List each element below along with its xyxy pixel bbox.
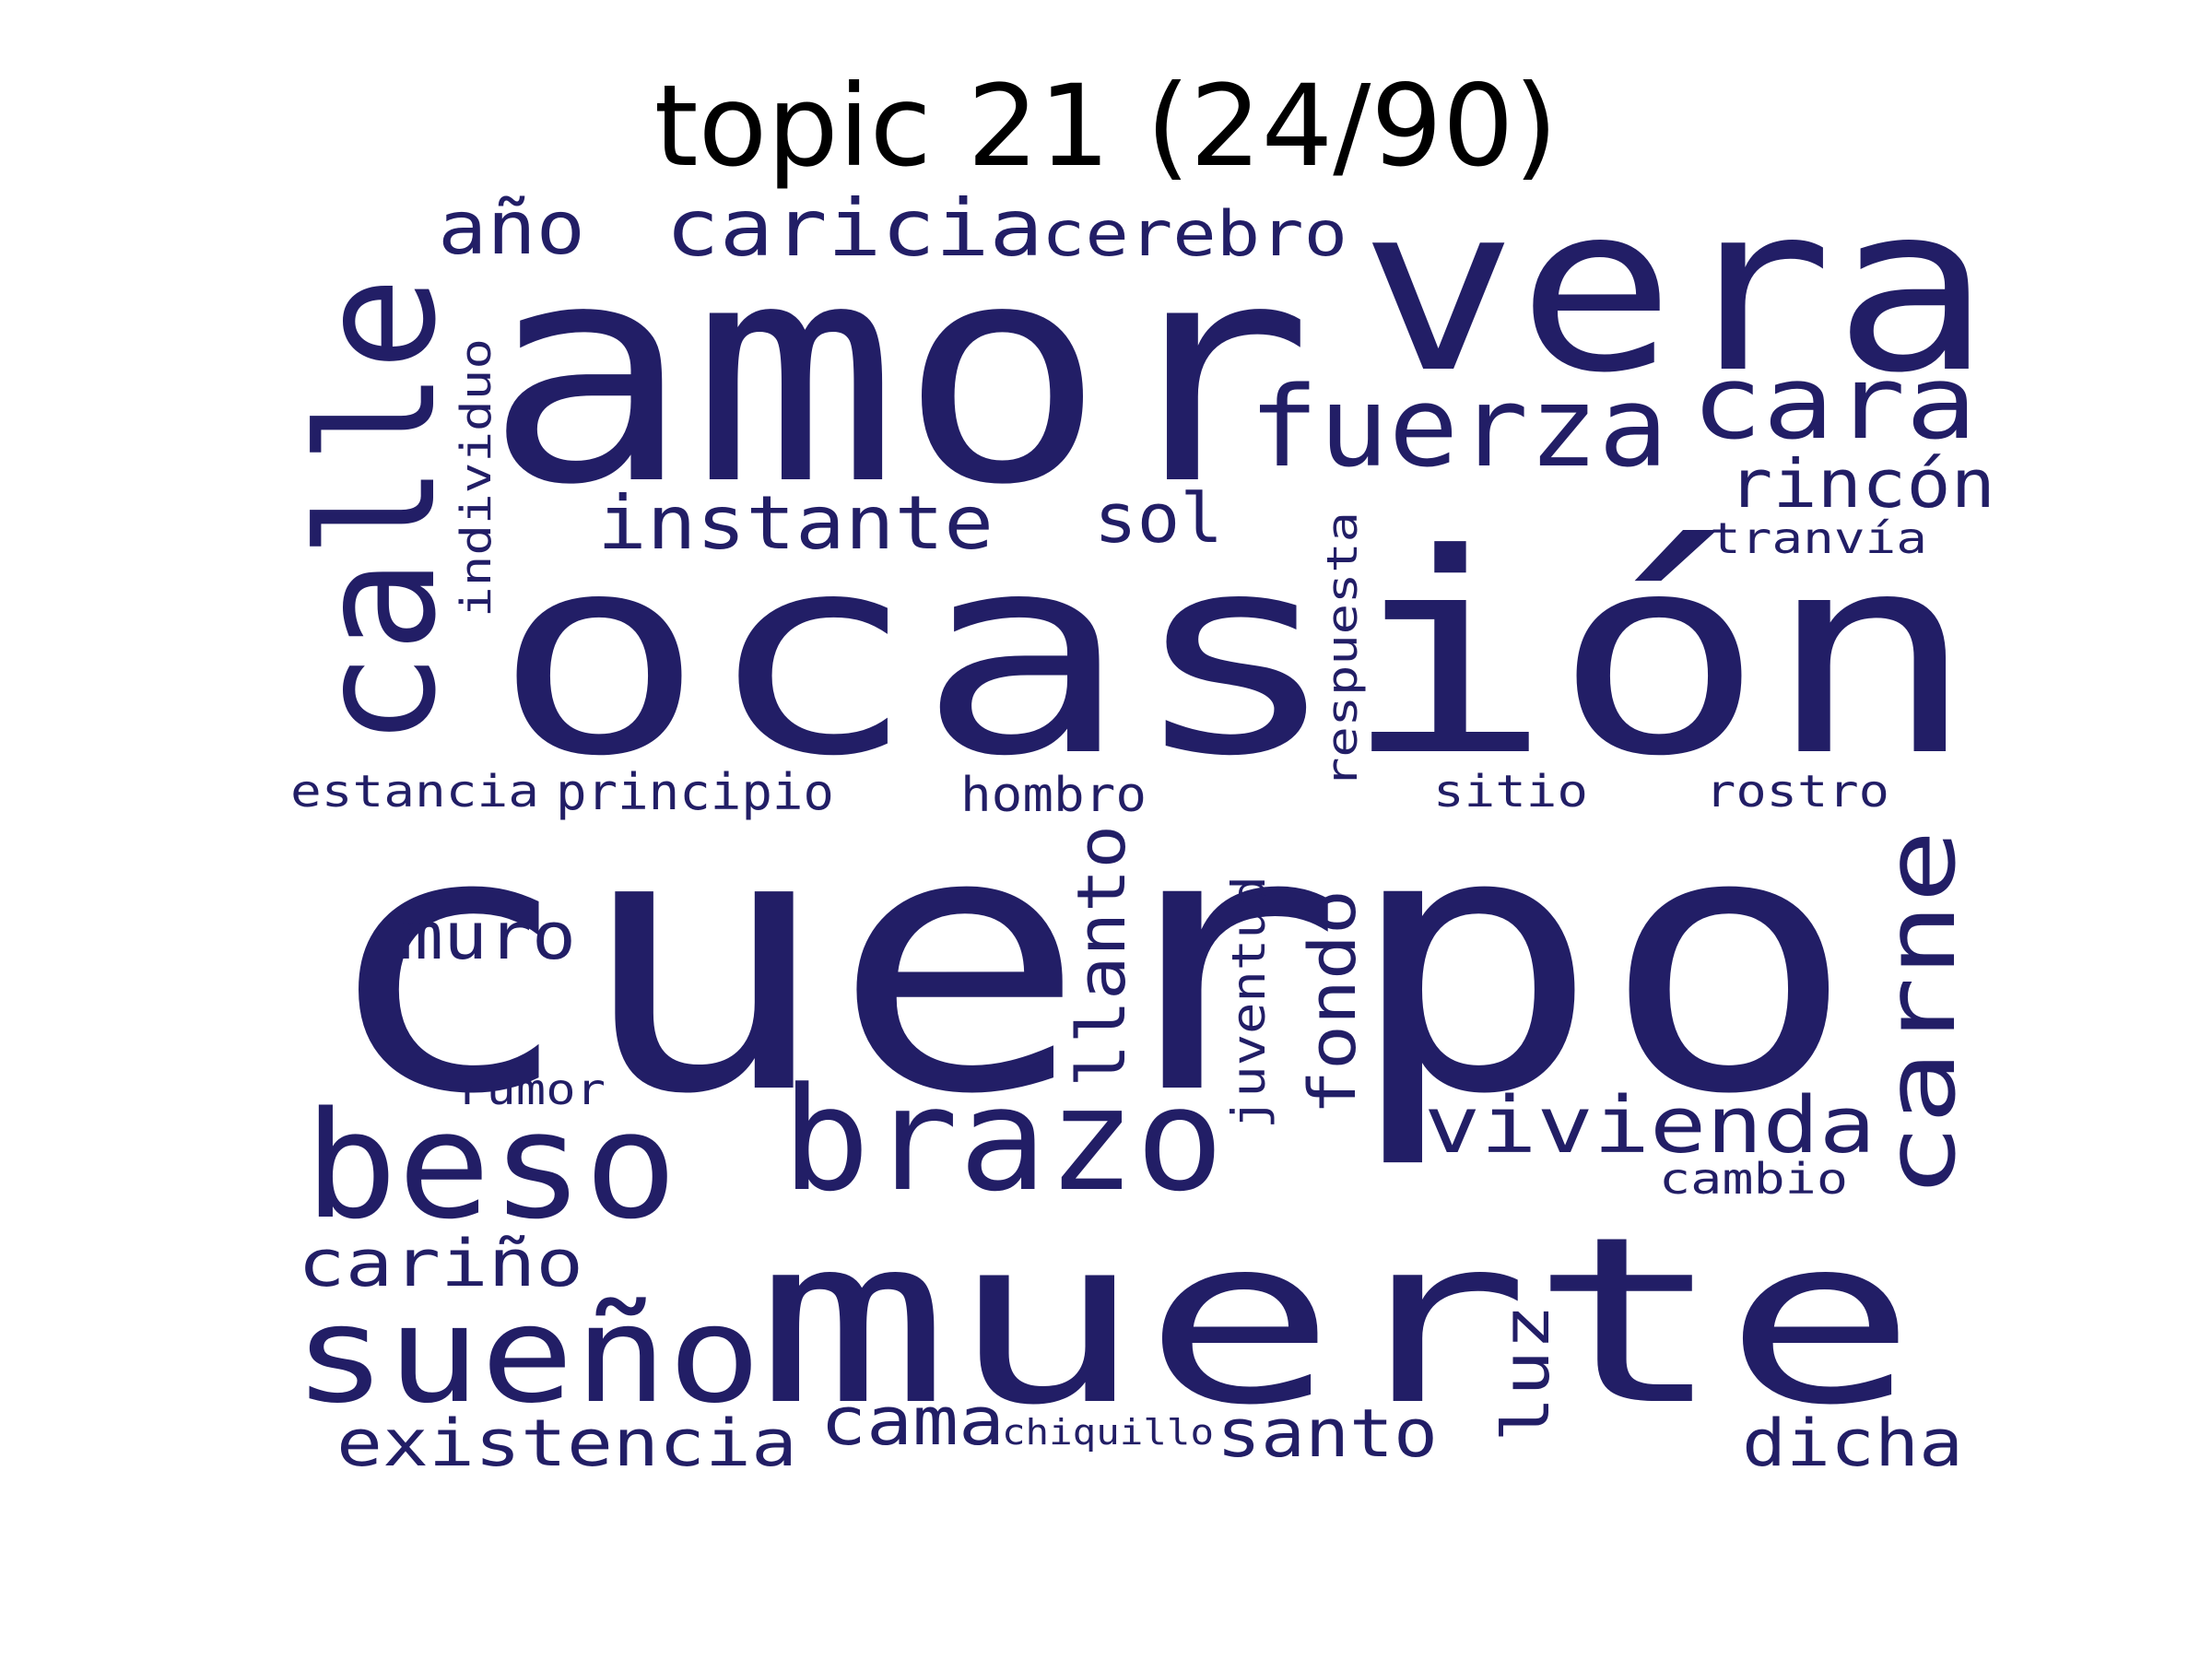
word-llanto: llanto [1063,825,1140,1088]
word-estancia: estancia [290,766,539,818]
word-rostro: rostro [1705,766,1889,818]
chart-title: topic 21 (24/90) [653,61,1559,192]
word-sueno: sueño [293,1277,761,1433]
word-juventud: juventud [1222,876,1276,1129]
word-ano: año [438,185,585,271]
word-fondo: fondo [1295,889,1371,1115]
word-luz: luz [1488,1304,1564,1442]
word-brazo: brazo [782,1056,1224,1223]
word-rumor: rumor [456,1065,606,1114]
word-carino: cariño [298,1226,583,1301]
word-rincon: rincón [1728,445,1995,523]
word-amor: amor [484,197,1313,551]
word-sitio: sitio [1433,766,1588,818]
word-dicha: dicha [1742,1406,1963,1481]
word-hombro: hombro [960,768,1147,823]
word-calle: calle [285,276,472,747]
word-respuesta: respuesta [1318,512,1367,788]
word-instante: instante [597,480,994,566]
word-sol: sol [1094,479,1223,559]
word-existencia: existencia [336,1406,797,1481]
word-muro: muro [399,899,576,974]
word-cuerpo: cuerpo [318,754,1857,1172]
word-cambio: cambio [1659,1154,1848,1204]
word-cama: cama [820,1382,1005,1460]
word-chiquillo: chiquillo [1002,1412,1214,1453]
word-vivienda: vivienda [1424,1080,1876,1171]
word-carne: carne [1865,830,1977,1198]
word-muerte: muerte [756,1187,1917,1455]
word-cerebro: cerebro [1041,198,1347,271]
word-tranvia: tranvía [1710,513,1927,563]
word-vera: vera [1359,155,1991,423]
word-fuerza: fuerza [1249,364,1668,492]
word-principio: principio [556,763,834,821]
word-individuo: individuo [452,338,500,618]
word-cara: cara [1691,344,1977,462]
word-santo: santo [1217,1394,1438,1472]
word-caricia: caricia [665,182,1043,275]
word-beso: beso [304,1079,677,1252]
word-ocasion: ocasión [493,495,1977,817]
